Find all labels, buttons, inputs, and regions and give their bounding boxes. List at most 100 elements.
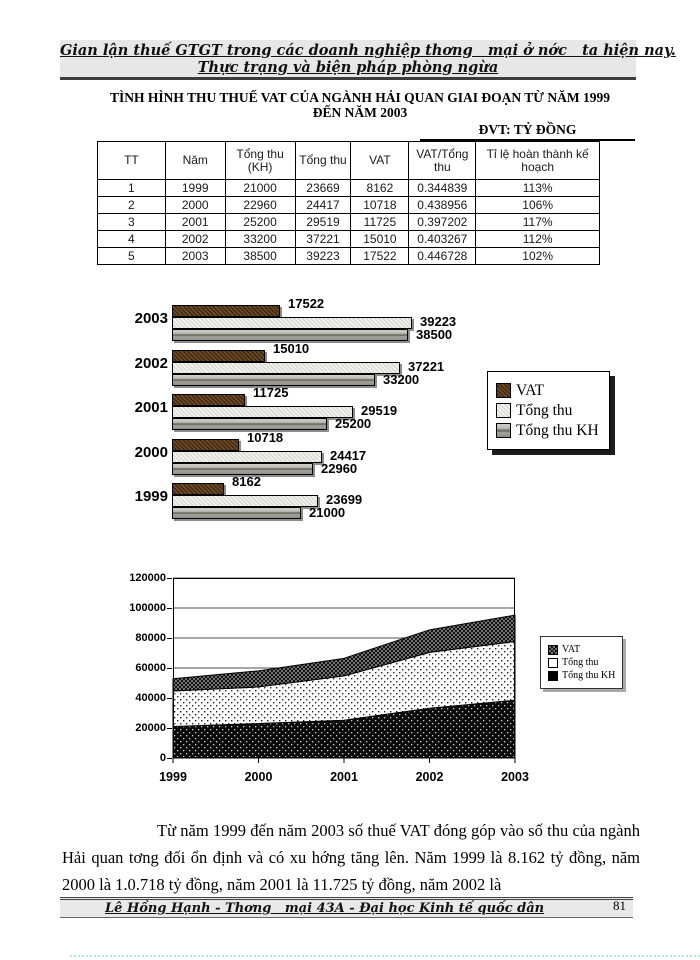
page-title-line-2: ĐẾN NĂM 2003 [312, 105, 408, 120]
table-header-cell: Tổng thu [294, 141, 352, 180]
table-header-cell: VAT/Tổng thu [408, 141, 477, 180]
table-cell: 23669 [294, 179, 352, 197]
y-axis-label: 100000 [129, 602, 166, 614]
legend-swatch-icon [548, 644, 558, 655]
x-axis-label: 2003 [501, 770, 529, 784]
legend-label: VAT [516, 382, 545, 399]
table-cell: 24417 [294, 196, 352, 214]
bar-tổng-thu-kh-1999 [172, 507, 301, 519]
table-cell: 3 [97, 213, 166, 231]
bar-year-label: 2003 [134, 310, 168, 327]
y-axis-label: 0 [159, 752, 166, 764]
legend-label: Tổng thu [562, 657, 599, 668]
table-row: 1 1999 21000 23669 8162 0.344839 113% [97, 179, 600, 197]
bar-tổng-thu-kh-2002 [172, 373, 375, 386]
bar-value-label: 11725 [253, 385, 289, 400]
legend-label: Tổng thu KH [516, 422, 599, 439]
bar-tổng-thu-2003 [172, 317, 412, 329]
table-cell: 0.397202 [408, 213, 477, 231]
table-header-cell: Năm [164, 141, 226, 180]
page-header: Gian lận thuế GTGT trong các doanh nghiệ… [60, 40, 676, 80]
bar-tổng-thu-1999 [172, 495, 318, 507]
y-axis-tick [167, 608, 172, 609]
table-row: 5 2003 38500 39223 17522 0.446728 102% [97, 247, 600, 265]
page-number: 81 [613, 898, 626, 913]
table-cell: 4 [97, 230, 166, 248]
bar-value-label: 15010 [273, 340, 310, 356]
table-cell: 29519 [294, 213, 352, 231]
bar-tổng-thu-2002 [172, 361, 400, 374]
table-cell: 38500 [224, 247, 296, 265]
bar-value-label: 29519 [361, 403, 398, 418]
y-axis-label: 40000 [135, 692, 166, 704]
y-axis-tick [167, 758, 172, 759]
bar-year-label: 2002 [134, 354, 168, 372]
legend-item: VAT [496, 382, 599, 399]
table-cell: 33200 [224, 230, 296, 248]
bar-value-label: 21000 [309, 505, 346, 520]
legend-swatch-icon [496, 403, 511, 418]
table-cell: 15010 [350, 230, 410, 248]
table-cell: 21000 [224, 179, 296, 197]
bar-tổng-thu-2000 [172, 450, 322, 463]
bar-tổng-thu-kh-2000 [172, 462, 313, 475]
page-footer: Lê Hồng Hạnh - Thơng mại 43A - Đại học K… [60, 897, 633, 918]
y-axis-label: 80000 [135, 632, 166, 644]
bar-tổng-thu-2001 [172, 406, 353, 418]
table-cell: 39223 [294, 247, 352, 265]
y-axis-tick [167, 638, 172, 639]
table-body: 1 1999 21000 23669 8162 0.344839 113% 2 2000 2296… [97, 179, 600, 265]
table-cell: 1999 [164, 179, 226, 197]
x-axis-label: 1999 [159, 770, 187, 784]
bar-value-label: 17522 [288, 296, 325, 311]
table-header-cell: VAT [350, 141, 410, 180]
bar-tổng-thu-kh-2003 [172, 329, 408, 341]
bar-value-label: 38500 [416, 327, 453, 342]
y-axis-tick [167, 578, 172, 579]
table-cell: 0.403267 [408, 230, 477, 248]
table-cell: 10718 [350, 196, 410, 214]
y-axis-tick [167, 728, 172, 729]
table-cell: 25200 [224, 213, 296, 231]
table-cell: 22960 [224, 196, 296, 214]
x-axis-label: 2000 [244, 770, 273, 784]
page-title: TÌNH HÌNH THU THUẾ VAT CỦA NGÀNH HẢI QUA… [30, 90, 690, 120]
area-plot [172, 577, 516, 763]
bar-value-label: 25200 [335, 416, 372, 431]
table-header-cell: Tỉ lệ hoàn thành kế hoạch [475, 141, 600, 180]
table-cell: 11725 [350, 213, 410, 231]
bar-tổng-thu-kh-2001 [172, 418, 327, 430]
bar-vat-1999 [172, 483, 224, 495]
table-cell: 0.344839 [408, 179, 477, 197]
bar-chart-legend: VAT Tổng thu Tổng thu KH [487, 371, 610, 450]
table-header-cell: TT [97, 141, 166, 180]
table-cell: 106% [475, 196, 600, 214]
bar-value-label: 10718 [247, 429, 284, 445]
legend-label: Tổng thu KH [562, 670, 616, 681]
table-cell: 17522 [350, 247, 410, 265]
bottom-dotted-line [70, 955, 700, 957]
legend-item: Tổng thu [496, 402, 599, 419]
bar-value-label: 24417 [330, 447, 367, 463]
legend-item: Tổng thu KH [496, 422, 599, 439]
table-head: TT Năm Tổng thu (KH) Tổng thu VAT VAT/Tổng th… [97, 141, 600, 180]
bar-value-label: 39223 [420, 314, 457, 329]
bar-year-label: 2001 [134, 399, 168, 416]
x-axis-label: 2001 [330, 770, 358, 784]
table-row: 2 2000 22960 24417 10718 0.438956 106% [97, 196, 600, 214]
table-header-cell: Tổng thu (KH) [224, 141, 296, 180]
table-cell: 1 [97, 179, 166, 197]
legend-swatch-icon [548, 670, 558, 681]
table-row: 4 2002 33200 37221 15010 0.403267 112% [97, 230, 600, 248]
table-cell: 0.438956 [408, 196, 477, 214]
bar-value-label: 23699 [326, 492, 363, 507]
x-axis-label: 2002 [415, 770, 444, 784]
legend-item: VAT [548, 644, 615, 655]
body-paragraph: Từ năm 1999 đến năm 2003 số thuế VAT đón… [62, 820, 640, 894]
bar-value-label: 33200 [383, 371, 420, 387]
unit-note: ĐVT: TỶ ĐỒNG [420, 122, 635, 141]
table-cell: 2003 [164, 247, 226, 265]
legend-item: Tổng thu [548, 657, 615, 668]
table-cell: 2001 [164, 213, 226, 231]
